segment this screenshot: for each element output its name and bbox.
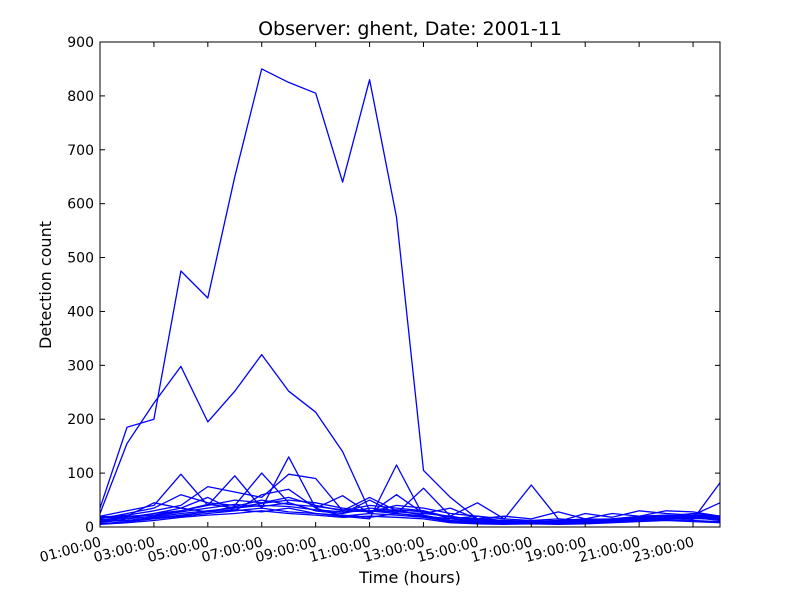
y-tick-label: 500 xyxy=(67,251,94,267)
y-tick-label: 600 xyxy=(67,197,94,213)
x-axis: 01:00:0003:00:0005:00:0007:00:0009:00:00… xyxy=(38,42,696,566)
y-axis: 0 100 200 300 400 500 600 700 800 900 xyxy=(67,35,720,536)
series-line-14 xyxy=(99,499,721,523)
series-line-10 xyxy=(99,507,721,525)
series-line-13 xyxy=(99,507,721,524)
series-line-11 xyxy=(99,499,721,522)
y-tick-label: 0 xyxy=(85,520,94,536)
y-tick-label: 400 xyxy=(67,304,94,320)
y-tick-label: 300 xyxy=(67,358,94,374)
y-tick-label: 100 xyxy=(67,466,94,482)
chart-title: Observer: ghent, Date: 2001-11 xyxy=(258,18,562,40)
x-tick-label: 23:00:00 xyxy=(631,534,696,566)
y-axis-label: Detection count xyxy=(36,221,55,349)
x-axis-label: Time (hours) xyxy=(358,568,461,587)
y-tick-label: 800 xyxy=(67,89,94,105)
y-tick-label: 900 xyxy=(67,35,94,51)
y-tick-label: 700 xyxy=(67,143,94,159)
plot-frame xyxy=(99,41,721,528)
y-tick-label: 200 xyxy=(67,412,94,428)
series-layer xyxy=(99,68,721,525)
series-line-1 xyxy=(99,68,721,523)
series-line-12 xyxy=(99,510,721,525)
series-line-6 xyxy=(99,488,721,522)
